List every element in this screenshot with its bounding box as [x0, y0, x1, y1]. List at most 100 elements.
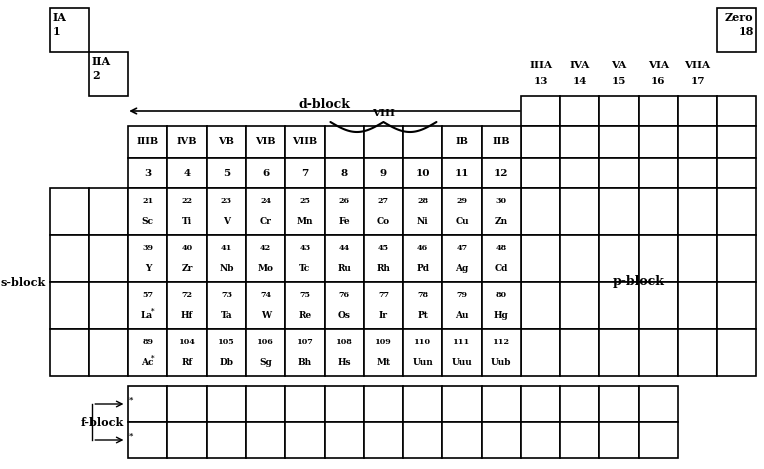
Bar [285, 422, 325, 458]
Bar [128, 386, 167, 422]
Bar [678, 188, 717, 235]
Text: 104: 104 [179, 338, 196, 346]
Text: IIA: IIA [92, 56, 111, 67]
Bar [167, 422, 207, 458]
Bar [403, 235, 442, 282]
Bar [128, 188, 167, 235]
Bar [207, 422, 246, 458]
Bar [364, 282, 403, 329]
Bar [285, 126, 325, 158]
Bar [246, 422, 285, 458]
Text: IA: IA [53, 12, 66, 23]
Text: Uub: Uub [491, 358, 511, 367]
Bar [364, 158, 403, 188]
Bar [89, 52, 128, 96]
Text: IB: IB [455, 137, 468, 146]
Bar [364, 422, 403, 458]
Text: VIA: VIA [648, 61, 668, 70]
Text: 29: 29 [456, 197, 468, 205]
Text: s-block: s-block [1, 277, 46, 287]
Bar [560, 282, 600, 329]
Text: Bh: Bh [298, 358, 312, 367]
Text: Zr: Zr [181, 265, 193, 273]
Text: VIIA: VIIA [685, 61, 711, 70]
Bar [560, 329, 600, 376]
Text: 39: 39 [142, 244, 154, 252]
Text: 74: 74 [260, 291, 271, 299]
Bar [600, 235, 639, 282]
Bar [325, 235, 364, 282]
Bar [285, 158, 325, 188]
Text: *: * [129, 396, 134, 404]
Bar [678, 158, 717, 188]
Text: Mt: Mt [377, 358, 390, 367]
Bar [717, 235, 756, 282]
Bar [325, 386, 364, 422]
Text: d-block: d-block [299, 98, 351, 112]
Text: Tc: Tc [299, 265, 310, 273]
Bar [246, 329, 285, 376]
Bar [600, 96, 639, 126]
Text: 1: 1 [53, 26, 60, 37]
Text: 2: 2 [92, 70, 99, 81]
Bar [285, 386, 325, 422]
Bar [560, 126, 600, 158]
Bar [207, 188, 246, 235]
Bar [128, 282, 167, 329]
Bar [521, 126, 560, 158]
Bar [167, 126, 207, 158]
Bar [560, 386, 600, 422]
Bar [325, 329, 364, 376]
Text: 3: 3 [144, 168, 151, 177]
Bar [89, 188, 128, 235]
Bar [167, 386, 207, 422]
Text: 25: 25 [299, 197, 310, 205]
Text: VIII: VIII [372, 109, 395, 119]
Text: Nb: Nb [219, 265, 234, 273]
Bar [600, 126, 639, 158]
Text: Re: Re [299, 311, 312, 320]
Bar [717, 96, 756, 126]
Bar [442, 235, 481, 282]
Bar [167, 188, 207, 235]
Text: 80: 80 [496, 291, 507, 299]
Bar [678, 96, 717, 126]
Bar [600, 158, 639, 188]
Bar [481, 188, 521, 235]
Bar [639, 282, 678, 329]
Text: 30: 30 [496, 197, 507, 205]
Bar [560, 158, 600, 188]
Text: 21: 21 [142, 197, 154, 205]
Bar [560, 422, 600, 458]
Bar [50, 235, 89, 282]
Bar [246, 158, 285, 188]
Bar [167, 329, 207, 376]
Text: 28: 28 [417, 197, 428, 205]
Text: VA: VA [611, 61, 626, 70]
Bar [403, 329, 442, 376]
Bar [364, 386, 403, 422]
Text: Pt: Pt [417, 311, 428, 320]
Bar [167, 282, 207, 329]
Bar [600, 422, 639, 458]
Bar [717, 8, 756, 52]
Text: Uuu: Uuu [452, 358, 472, 367]
Bar [364, 188, 403, 235]
Bar [364, 329, 403, 376]
Text: 24: 24 [260, 197, 271, 205]
Bar [600, 386, 639, 422]
Bar [207, 329, 246, 376]
Bar [717, 188, 756, 235]
Text: 77: 77 [378, 291, 389, 299]
Text: Cu: Cu [455, 217, 469, 227]
Text: Y: Y [144, 265, 151, 273]
Bar [167, 158, 207, 188]
Bar [325, 282, 364, 329]
Bar [600, 329, 639, 376]
Text: 47: 47 [456, 244, 468, 252]
Text: Rh: Rh [377, 265, 390, 273]
Bar [481, 126, 521, 158]
Bar [403, 386, 442, 422]
Text: V: V [223, 217, 230, 227]
Text: 22: 22 [182, 197, 193, 205]
